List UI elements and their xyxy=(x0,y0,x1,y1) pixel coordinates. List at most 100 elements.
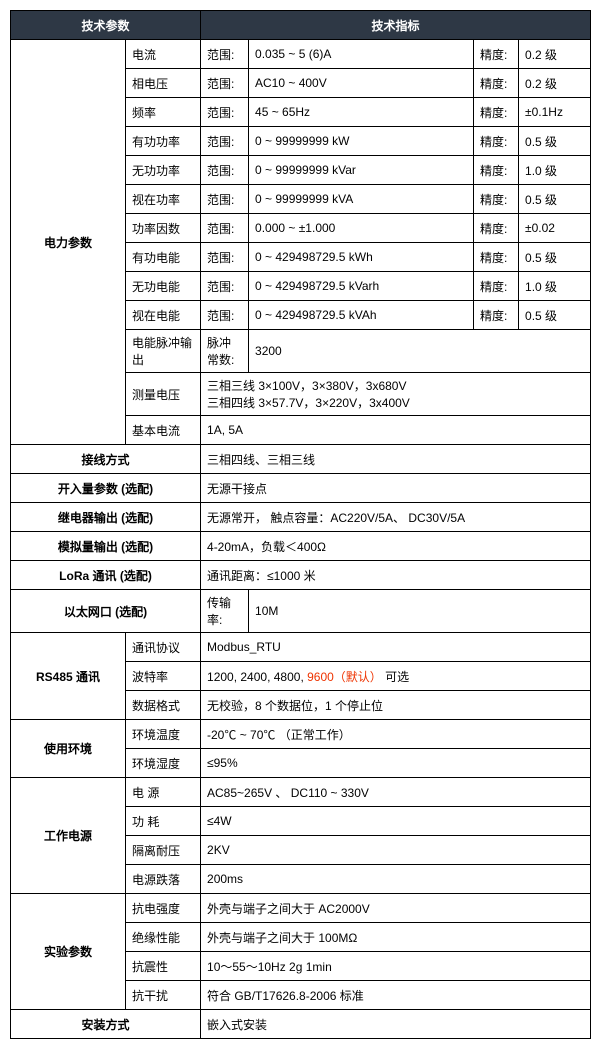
param-value: -20℃ ~ 70℃ （正常工作） xyxy=(201,720,591,749)
param-name: 电源跌落 xyxy=(126,865,201,894)
value: 无源常开， 触点容量：AC220V/5A、 DC30V/5A xyxy=(201,503,591,532)
section-title: 使用环境 xyxy=(11,720,126,778)
param-name: 有功电能 xyxy=(126,243,201,272)
range-value: 0.035 ~ 5 (6)A xyxy=(249,40,474,69)
range-value: 0.000 ~ ±1.000 xyxy=(249,214,474,243)
range-label: 范围: xyxy=(201,185,249,214)
precision-label: 精度: xyxy=(474,40,519,69)
precision-label: 精度: xyxy=(474,185,519,214)
param-name: 通讯协议 xyxy=(126,633,201,662)
range-label: 范围: xyxy=(201,214,249,243)
range-label: 范围: xyxy=(201,69,249,98)
table-row: 实验参数抗电强度外壳与端子之间大于 AC2000V xyxy=(11,894,591,923)
param-name: 相电压 xyxy=(126,69,201,98)
param-name: 测量电压 xyxy=(126,373,201,416)
precision-label: 精度: xyxy=(474,156,519,185)
param-value: ≤4W xyxy=(201,807,591,836)
table-row: 使用环境环境温度-20℃ ~ 70℃ （正常工作） xyxy=(11,720,591,749)
category: 继电器输出 (选配) xyxy=(11,503,201,532)
rate-value: 10M xyxy=(249,590,591,633)
param-name: 环境温度 xyxy=(126,720,201,749)
category: LoRa 通讯 (选配) xyxy=(11,561,201,590)
range-label: 范围: xyxy=(201,98,249,127)
precision-value: 0.5 级 xyxy=(519,301,591,330)
table-row: 接线方式三相四线、三相三线 xyxy=(11,445,591,474)
precision-label: 精度: xyxy=(474,301,519,330)
param-name: 视在功率 xyxy=(126,185,201,214)
value: 通讯距离：≤1000 米 xyxy=(201,561,591,590)
precision-value: 0.5 级 xyxy=(519,127,591,156)
param-value: 无校验，8 个数据位，1 个停止位 xyxy=(201,691,591,720)
precision-value: ±0.1Hz xyxy=(519,98,591,127)
range-value: 0 ~ 99999999 kW xyxy=(249,127,474,156)
range-value: 0 ~ 99999999 kVA xyxy=(249,185,474,214)
header-left: 技术参数 xyxy=(11,11,201,40)
table-row: LoRa 通讯 (选配)通讯距离：≤1000 米 xyxy=(11,561,591,590)
param-value: 外壳与端子之间大于 100MΩ xyxy=(201,923,591,952)
range-label: 范围: xyxy=(201,243,249,272)
param-name: 功率因数 xyxy=(126,214,201,243)
param-name: 无功电能 xyxy=(126,272,201,301)
power-params-title: 电力参数 xyxy=(11,40,126,445)
volt-value: 三相三线 3×100V，3×380V，3x680V三相四线 3×57.7V，3×… xyxy=(201,373,591,416)
param-name: 数据格式 xyxy=(126,691,201,720)
pulse-value: 3200 xyxy=(249,330,591,373)
precision-label: 精度: xyxy=(474,69,519,98)
range-label: 范围: xyxy=(201,301,249,330)
param-name: 抗干扰 xyxy=(126,981,201,1010)
param-value: 1200, 2400, 4800, 9600（默认） 可选 xyxy=(201,662,591,691)
param-value: ≤95% xyxy=(201,749,591,778)
range-value: 0 ~ 429498729.5 kVarh xyxy=(249,272,474,301)
range-value: 0 ~ 429498729.5 kWh xyxy=(249,243,474,272)
param-name: 波特率 xyxy=(126,662,201,691)
range-label: 范围: xyxy=(201,127,249,156)
table-row: 电力参数电流范围:0.035 ~ 5 (6)A精度:0.2 级 xyxy=(11,40,591,69)
param-value: 符合 GB/T17626.8-2006 标准 xyxy=(201,981,591,1010)
param-name: 频率 xyxy=(126,98,201,127)
base-value: 1A, 5A xyxy=(201,416,591,445)
range-value: 0 ~ 99999999 kVar xyxy=(249,156,474,185)
range-value: 0 ~ 429498729.5 kVAh xyxy=(249,301,474,330)
precision-value: 1.0 级 xyxy=(519,272,591,301)
precision-value: 0.2 级 xyxy=(519,40,591,69)
header-right: 技术指标 xyxy=(201,11,591,40)
param-name: 绝缘性能 xyxy=(126,923,201,952)
value: 嵌入式安装 xyxy=(201,1010,591,1039)
param-value: 外壳与端子之间大于 AC2000V xyxy=(201,894,591,923)
table-row: 工作电源电 源AC85~265V 、 DC110 ~ 330V xyxy=(11,778,591,807)
param-name: 抗电强度 xyxy=(126,894,201,923)
precision-label: 精度: xyxy=(474,243,519,272)
precision-label: 精度: xyxy=(474,98,519,127)
precision-label: 精度: xyxy=(474,272,519,301)
spec-table: 技术参数 技术指标 电力参数电流范围:0.035 ~ 5 (6)A精度:0.2 … xyxy=(10,10,591,1039)
precision-value: 0.2 级 xyxy=(519,69,591,98)
table-row: 模拟量输出 (选配)4-20mA，负载＜400Ω xyxy=(11,532,591,561)
table-row: 以太网口 (选配)传输率:10M xyxy=(11,590,591,633)
value: 无源干接点 xyxy=(201,474,591,503)
range-label: 范围: xyxy=(201,40,249,69)
table-row: 开入量参数 (选配)无源干接点 xyxy=(11,474,591,503)
range-label: 范围: xyxy=(201,156,249,185)
param-value: AC85~265V 、 DC110 ~ 330V xyxy=(201,778,591,807)
category: 模拟量输出 (选配) xyxy=(11,532,201,561)
param-name: 基本电流 xyxy=(126,416,201,445)
category: 接线方式 xyxy=(11,445,201,474)
pulse-label: 脉冲常数: xyxy=(201,330,249,373)
value: 4-20mA，负载＜400Ω xyxy=(201,532,591,561)
category: 以太网口 (选配) xyxy=(11,590,201,633)
section-title: 工作电源 xyxy=(11,778,126,894)
section-title: 实验参数 xyxy=(11,894,126,1010)
param-name: 有功功率 xyxy=(126,127,201,156)
precision-label: 精度: xyxy=(474,214,519,243)
param-name: 环境湿度 xyxy=(126,749,201,778)
table-row: RS485 通讯通讯协议Modbus_RTU xyxy=(11,633,591,662)
param-name: 电能脉冲输出 xyxy=(126,330,201,373)
range-label: 范围: xyxy=(201,272,249,301)
range-value: 45 ~ 65Hz xyxy=(249,98,474,127)
header-row: 技术参数 技术指标 xyxy=(11,11,591,40)
table-row: 继电器输出 (选配)无源常开， 触点容量：AC220V/5A、 DC30V/5A xyxy=(11,503,591,532)
param-name: 无功功率 xyxy=(126,156,201,185)
precision-label: 精度: xyxy=(474,127,519,156)
table-row: 安装方式嵌入式安装 xyxy=(11,1010,591,1039)
precision-value: ±0.02 xyxy=(519,214,591,243)
